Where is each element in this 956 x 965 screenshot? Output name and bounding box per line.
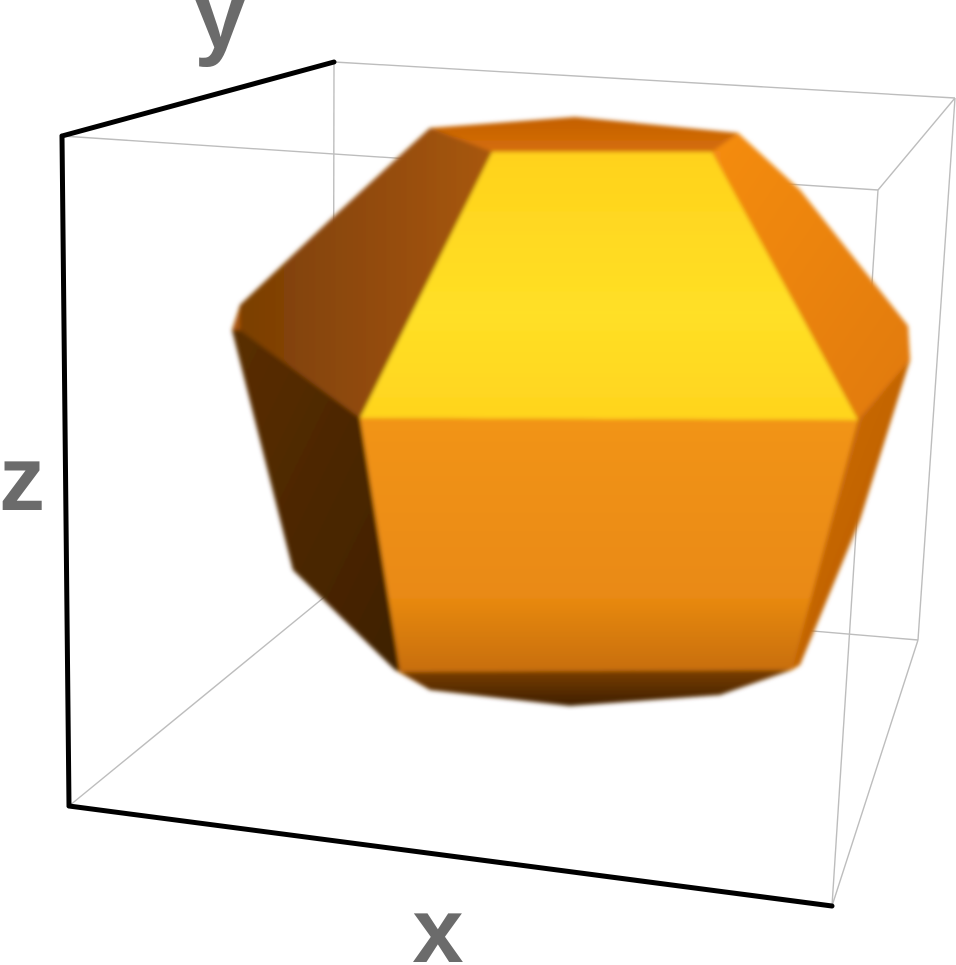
box-edge <box>68 589 334 807</box>
upper-right-face <box>712 133 910 420</box>
box-edge-z-axis <box>59 133 72 809</box>
back-top-face <box>430 117 738 152</box>
lower-right-face <box>792 360 910 670</box>
bounding-box-front-edges <box>59 59 835 909</box>
lower-left-face <box>232 330 400 672</box>
upper-left-face <box>240 128 492 418</box>
bottom-face <box>400 670 792 706</box>
box-edge <box>877 97 956 191</box>
box-edge <box>831 639 919 907</box>
box-edge-x-axis <box>66 803 835 909</box>
rounded-polyhedron-icon[interactable] <box>232 117 910 706</box>
x-axis-label: x <box>412 880 463 965</box>
top-face <box>360 152 858 420</box>
box-edge-y-axis <box>59 59 337 139</box>
front-face <box>360 418 858 672</box>
box-edge <box>917 97 956 641</box>
z-axis-label: z <box>0 428 45 530</box>
box-edge <box>333 61 956 99</box>
y-axis-label: y <box>194 0 245 68</box>
